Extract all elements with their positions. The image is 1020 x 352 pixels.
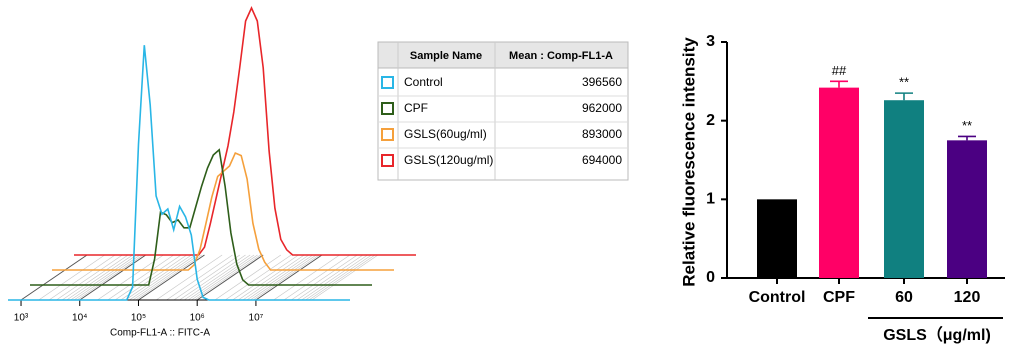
legend-swatch bbox=[381, 76, 394, 89]
bar bbox=[819, 87, 859, 278]
sample-name: Control bbox=[404, 75, 443, 89]
error-bar bbox=[830, 80, 848, 88]
depth-line bbox=[132, 254, 199, 301]
depth-line bbox=[283, 254, 351, 301]
x-tick-label: 10⁵ bbox=[131, 313, 146, 324]
x-tick-depth bbox=[138, 254, 205, 301]
histogram-curve bbox=[52, 151, 394, 271]
depth-line bbox=[38, 254, 105, 301]
x-tick-label: 60 bbox=[895, 289, 913, 306]
x-tick-depth bbox=[20, 254, 88, 301]
y-tick-label: 0 bbox=[706, 269, 715, 286]
histogram-curve bbox=[8, 45, 350, 301]
x-axis-label: Comp-FL1-A :: FITC-A bbox=[110, 328, 210, 339]
depth-line bbox=[166, 254, 233, 301]
depth-line bbox=[120, 254, 187, 301]
table-header-cell: Sample Name bbox=[410, 50, 482, 62]
sample-name: GSLS(120ug/ml) bbox=[404, 153, 493, 167]
histogram-curve bbox=[30, 148, 372, 286]
table-header bbox=[377, 41, 629, 69]
depth-line bbox=[308, 254, 376, 301]
sample-name: CPF bbox=[404, 101, 428, 115]
table-header-cell: Mean : Comp-FL1-A bbox=[509, 50, 613, 62]
bar bbox=[884, 100, 924, 278]
group-label: GSLS（μg/ml) bbox=[883, 326, 991, 344]
depth-line bbox=[225, 254, 292, 301]
sample-name: GSLS(60ug/ml) bbox=[404, 127, 487, 141]
legend-swatch bbox=[381, 102, 394, 115]
y-tick-label: 2 bbox=[706, 112, 715, 129]
depth-line bbox=[311, 254, 379, 301]
depth-line bbox=[73, 254, 141, 301]
depth-line bbox=[125, 254, 192, 301]
y-tick-label: 1 bbox=[706, 191, 715, 208]
depth-line bbox=[97, 254, 164, 301]
significance-label: ** bbox=[899, 75, 909, 90]
x-tick-label: 10³ bbox=[14, 313, 29, 324]
histogram-curve bbox=[74, 6, 416, 256]
depth-line bbox=[242, 254, 310, 301]
depth-line bbox=[107, 254, 174, 301]
x-tick-label: 10⁴ bbox=[72, 313, 87, 324]
depth-line bbox=[66, 254, 133, 301]
depth-line bbox=[187, 254, 255, 301]
depth-line bbox=[194, 254, 261, 301]
depth-line bbox=[305, 254, 372, 301]
depth-line bbox=[179, 254, 246, 301]
depth-line bbox=[70, 254, 137, 301]
x-tick-label: 10⁶ bbox=[190, 313, 205, 324]
legend-swatch bbox=[381, 154, 394, 167]
depth-line bbox=[214, 254, 282, 301]
x-tick-label: 10⁷ bbox=[249, 313, 264, 324]
depth-line bbox=[155, 254, 223, 301]
depth-line bbox=[183, 254, 251, 301]
depth-line bbox=[291, 254, 358, 301]
mean-value: 893000 bbox=[582, 127, 622, 141]
depth-line bbox=[135, 254, 202, 301]
depth-line bbox=[232, 254, 299, 301]
x-tick-label: Control bbox=[749, 289, 806, 306]
x-tick-depth bbox=[196, 254, 264, 301]
legend-swatch bbox=[381, 128, 394, 141]
mean-value: 962000 bbox=[582, 101, 622, 115]
significance-label: ## bbox=[832, 63, 847, 78]
bar bbox=[757, 199, 797, 278]
significance-label: ** bbox=[962, 118, 972, 133]
depth-line bbox=[253, 254, 320, 301]
x-tick-label: 120 bbox=[954, 289, 981, 306]
depth-line bbox=[273, 254, 340, 301]
depth-line bbox=[191, 254, 258, 301]
depth-line bbox=[296, 254, 364, 301]
depth-line bbox=[61, 254, 129, 301]
depth-line bbox=[129, 254, 196, 301]
depth-line bbox=[56, 254, 123, 301]
x-tick-depth bbox=[255, 254, 323, 301]
mean-value: 396560 bbox=[582, 75, 622, 89]
mean-value: 694000 bbox=[582, 153, 622, 167]
error-bar bbox=[895, 92, 913, 101]
y-axis-label: Relative fluorescence intensity bbox=[679, 37, 698, 287]
depth-line bbox=[76, 254, 144, 301]
depth-line bbox=[250, 254, 317, 301]
bar bbox=[947, 140, 987, 278]
depth-line bbox=[173, 254, 241, 301]
depth-line bbox=[114, 254, 182, 301]
x-tick-label: CPF bbox=[823, 289, 855, 306]
error-bar bbox=[958, 135, 976, 141]
depth-line bbox=[238, 254, 305, 301]
depth-line bbox=[301, 254, 368, 301]
x-tick-depth bbox=[79, 254, 147, 301]
depth-line bbox=[48, 254, 116, 301]
y-tick-label: 3 bbox=[706, 33, 715, 50]
depth-line bbox=[246, 254, 314, 301]
